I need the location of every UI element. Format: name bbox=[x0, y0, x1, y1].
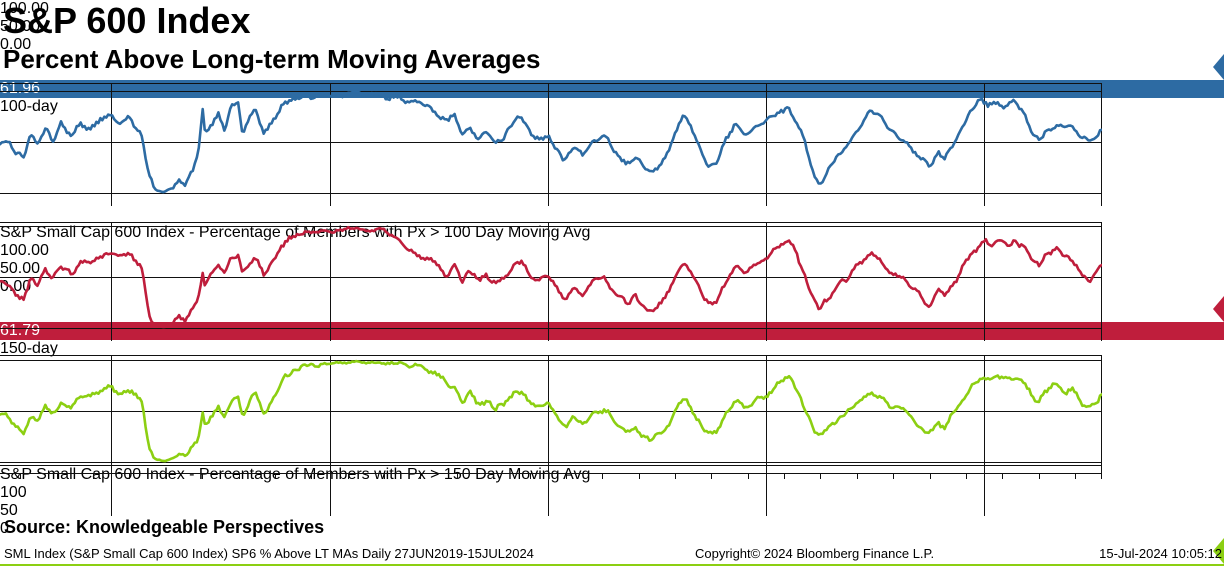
series-line-200-day bbox=[0, 359, 1102, 463]
badge-value: 61.79 bbox=[0, 322, 1224, 340]
footer-security-info: SML Index (S&P Small Cap 600 Index) SP6 … bbox=[4, 546, 534, 561]
legend-150-day[interactable]: S&P Small Cap 600 Index - Percentage of … bbox=[0, 466, 1224, 484]
badge-arrow-icon bbox=[0, 538, 1224, 564]
y-tick-label: 50 bbox=[0, 502, 18, 519]
panel-axis-title-150-day: 150-day bbox=[0, 340, 58, 357]
panel-plot-200-day bbox=[0, 355, 1102, 466]
page-title: S&P 600 Index bbox=[3, 0, 251, 41]
y-tick-label: 50.00 bbox=[0, 260, 41, 277]
series-line-150-day bbox=[0, 225, 1102, 329]
y-tick-label: 100 bbox=[0, 484, 27, 501]
panel-plot-100-day bbox=[0, 83, 1102, 206]
footer-timestamp: 15-Jul-2024 10:05:12 bbox=[1099, 546, 1222, 561]
x-axis bbox=[0, 466, 1102, 516]
y-tick-label: 100.00 bbox=[0, 0, 49, 17]
y-tick-label: 50.00 bbox=[0, 18, 41, 35]
y-tick-label: 100.00 bbox=[0, 242, 49, 259]
panel-axis-title-100-day: 100-day bbox=[0, 98, 58, 115]
panel-plot-150-day bbox=[0, 222, 1102, 341]
y-tick-label: 0.00 bbox=[0, 36, 32, 53]
last-value-badge-200-day: 66.56 bbox=[0, 538, 1224, 566]
legend-label: S&P Small Cap 600 Index - Percentage of … bbox=[0, 224, 591, 241]
source-line: Source: Knowledgeable Perspectives bbox=[4, 517, 325, 537]
series-line-100-day bbox=[0, 90, 1102, 194]
badge-arrow-icon bbox=[0, 296, 1224, 322]
y-tick-label: 0 bbox=[0, 520, 9, 537]
badge-arrow-icon bbox=[0, 54, 1224, 80]
footer-copyright: Copyright© 2024 Bloomberg Finance L.P. bbox=[695, 546, 935, 561]
y-tick-label: 0.00 bbox=[0, 278, 32, 295]
legend-100-day[interactable]: S&P Small Cap 600 Index - Percentage of … bbox=[0, 224, 1224, 242]
page-subtitle: Percent Above Long-term Moving Averages bbox=[3, 44, 541, 74]
last-value-badge-150-day: 61.79 bbox=[0, 296, 1224, 340]
badge-value: 66.56 bbox=[0, 564, 1224, 566]
legend-label: S&P Small Cap 600 Index - Percentage of … bbox=[0, 466, 591, 483]
